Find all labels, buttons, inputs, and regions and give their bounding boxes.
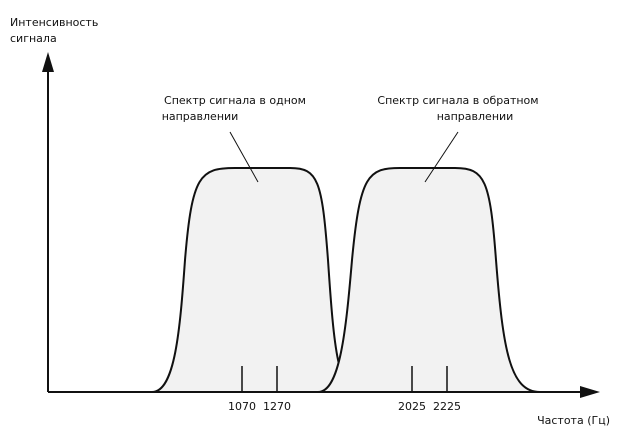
x-axis-label: Частота (Гц) xyxy=(537,414,610,427)
annotation: направлении xyxy=(437,110,514,123)
spectrum-forward xyxy=(151,167,361,393)
tick-label: 2025 xyxy=(398,400,426,413)
y-axis-label: Интенсивность xyxy=(10,16,98,29)
tick-marks xyxy=(241,366,448,392)
y-axis-label: сигнала xyxy=(10,32,57,45)
x-axis-arrow xyxy=(580,386,600,398)
annotation: Спектр сигнала в одном xyxy=(164,94,306,107)
tick-label: 1270 xyxy=(263,400,291,413)
tick-label: 2225 xyxy=(433,400,461,413)
tick-label: 1070 xyxy=(228,400,256,413)
annotation-pointer xyxy=(229,131,259,183)
annotation: направлении xyxy=(162,110,239,123)
annotation-pointer xyxy=(424,131,459,183)
spectrum-reverse xyxy=(317,167,541,393)
annotation: Спектр сигнала в обратном xyxy=(377,94,538,107)
y-axis-arrow xyxy=(42,52,54,72)
